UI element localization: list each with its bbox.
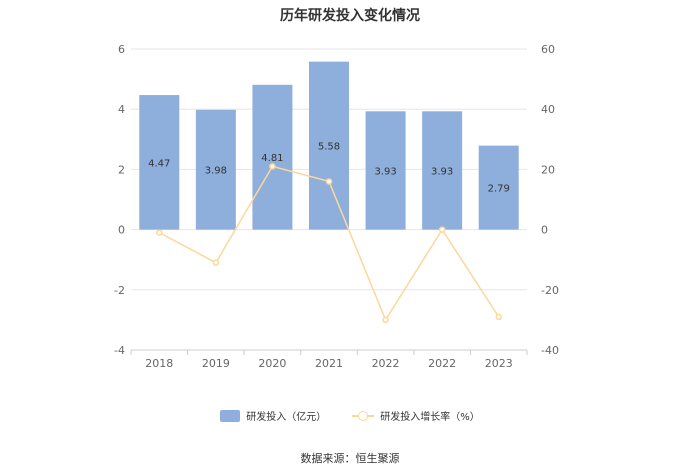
x-tick-label: 2020 — [258, 357, 286, 370]
bar-data-label: 3.93 — [431, 166, 453, 177]
bar-data-label: 3.98 — [205, 166, 227, 177]
bar-data-label: 2.79 — [488, 184, 510, 195]
legend: 研发投入（亿元） 研发投入增长率（%） — [0, 408, 700, 423]
bar — [139, 95, 180, 230]
y-right-tick-label: 60 — [541, 43, 555, 56]
line-point — [495, 313, 502, 321]
bar-data-label: 3.93 — [374, 166, 396, 177]
legend-item-line[interactable]: 研发投入增长率（%） — [352, 408, 480, 423]
bar — [478, 145, 519, 230]
x-tick-label: 2018 — [145, 357, 173, 370]
bar — [422, 111, 463, 230]
bar-data-label: 5.58 — [318, 142, 340, 153]
y-right-tick-label: 20 — [541, 163, 555, 176]
x-tick-label: 2022 — [428, 357, 456, 370]
bar — [365, 111, 406, 230]
chart-title: 历年研发投入变化情况 — [280, 8, 420, 24]
line-series — [156, 163, 502, 324]
data-labels: 4.47 3.98 4.81 5.58 3.93 3.93 2.79 — [148, 142, 510, 195]
y-right-tick-label: -40 — [541, 344, 559, 357]
y-left-tick-label: -2 — [114, 284, 125, 297]
x-tick-label: 2023 — [485, 357, 513, 370]
line-point — [269, 163, 276, 170]
y-right-tick-label: -20 — [541, 284, 559, 297]
legend-item-bar[interactable]: 研发投入（亿元） — [220, 408, 326, 423]
x-tick-label: 2019 — [202, 357, 230, 370]
x-tick-label: 2022 — [372, 357, 400, 370]
y-left-tick-label: 0 — [118, 224, 125, 237]
bar — [195, 109, 236, 230]
line-point — [438, 226, 446, 233]
bar-series — [139, 61, 519, 230]
y-right-tick-label: 0 — [541, 224, 548, 237]
y-left-tick-label: -4 — [114, 344, 125, 357]
bar — [252, 84, 293, 230]
y-left-tick-label: 6 — [118, 43, 125, 56]
legend-line-label: 研发投入增长率（%） — [380, 412, 480, 423]
line-point — [212, 259, 220, 266]
y-right-tick-label: 40 — [541, 103, 555, 116]
line-point — [325, 178, 333, 185]
y-left-tick-label: 4 — [118, 103, 125, 116]
y-left-tick-label: 2 — [118, 163, 125, 176]
data-source: 数据来源：恒生聚源 — [300, 452, 400, 465]
line-point — [382, 316, 389, 324]
bar-data-label: 4.81 — [261, 153, 283, 164]
legend-line-swatch — [352, 410, 375, 422]
bar — [309, 61, 349, 230]
legend-bar-swatch — [220, 409, 241, 422]
x-tick-label: 2021 — [315, 357, 343, 370]
bar-data-label: 4.47 — [148, 158, 170, 169]
legend-bar-label: 研发投入（亿元） — [246, 412, 327, 423]
line-point — [156, 229, 163, 236]
